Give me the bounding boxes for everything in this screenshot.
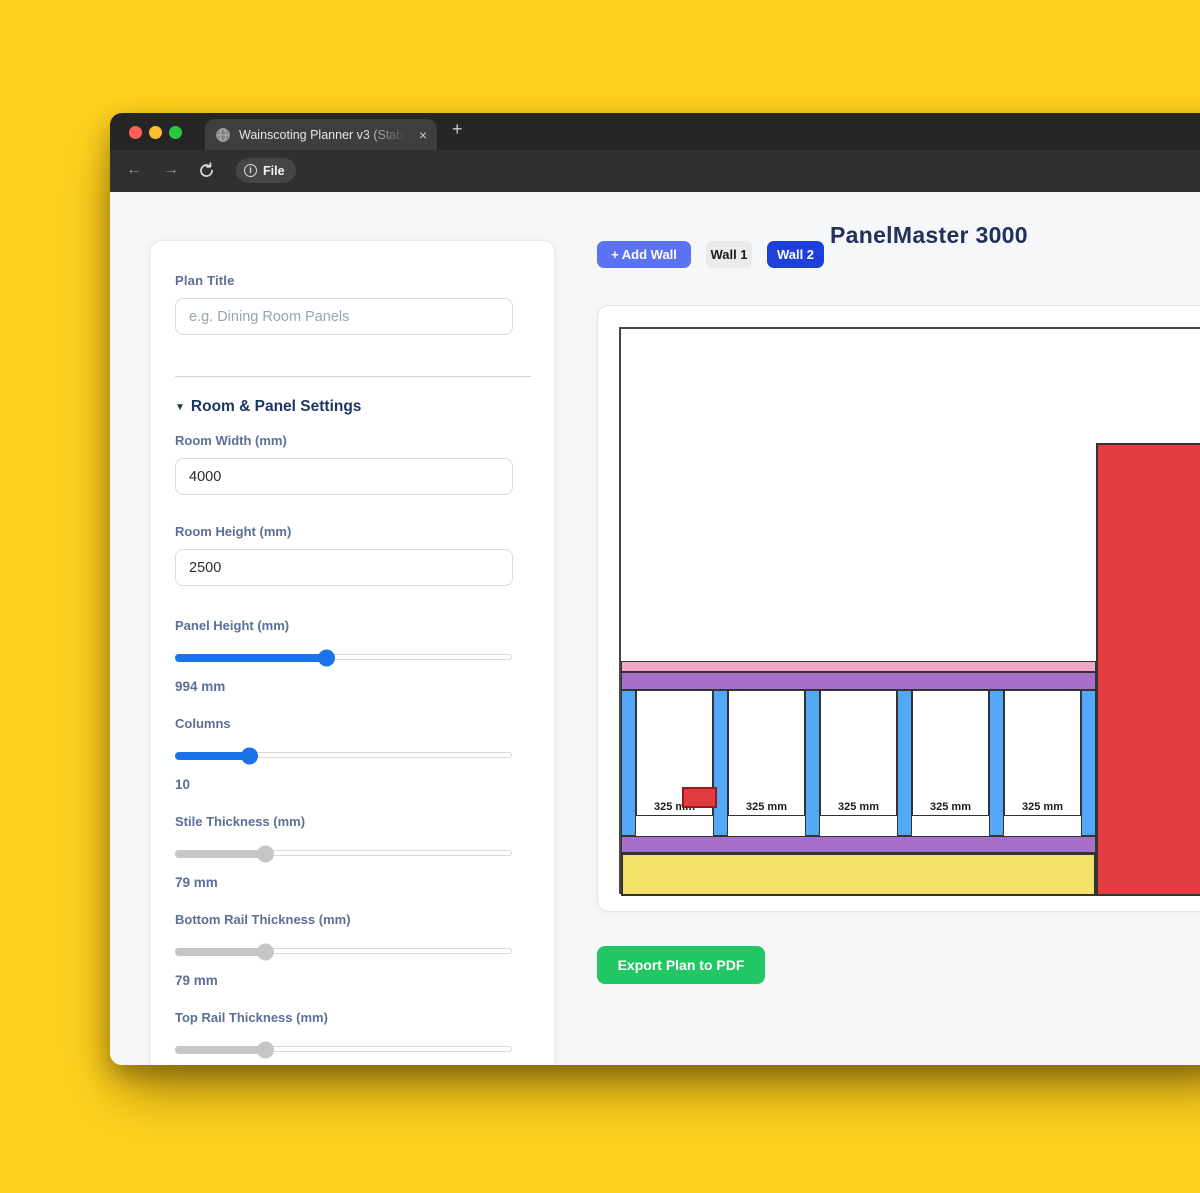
- info-icon[interactable]: i: [244, 164, 257, 177]
- wainscot-panel: 325 mm: [636, 690, 717, 816]
- bottom-rail-thickness-slider[interactable]: [175, 943, 512, 961]
- sidebar-divider: [175, 376, 531, 377]
- slider-thumb[interactable]: [257, 1041, 275, 1059]
- stile: [1081, 690, 1096, 836]
- room-width-label: Room Width (mm): [175, 433, 287, 448]
- settings-sidebar: Plan Title ▼ Room & Panel Settings Room …: [150, 240, 555, 1065]
- panel-width-label: 325 mm: [838, 801, 879, 813]
- wall-1-tab[interactable]: Wall 1: [706, 241, 752, 268]
- wall-buttons-row: + Add Wall Wall 1 Wall 2: [597, 241, 824, 268]
- close-window-button[interactable]: [129, 126, 142, 139]
- stile: [713, 690, 728, 836]
- room-width-input[interactable]: [175, 458, 513, 495]
- stile: [897, 690, 912, 836]
- stile-thickness-value: 79 mm: [175, 875, 218, 890]
- browser-window: Wainscoting Planner v3 (Stab × + ← → i F…: [110, 113, 1200, 1065]
- minimize-window-button[interactable]: [149, 126, 162, 139]
- globe-favicon-icon: [216, 127, 230, 142]
- address-bar[interactable]: i File: [236, 158, 296, 183]
- tab-strip: Wainscoting Planner v3 (Stab × +: [110, 113, 1200, 150]
- room-panel-settings-section[interactable]: ▼ Room & Panel Settings: [175, 398, 530, 416]
- add-wall-button[interactable]: + Add Wall: [597, 241, 691, 268]
- stile: [621, 690, 636, 836]
- panel-width-label: 325 mm: [930, 801, 971, 813]
- top-rail-thickness-slider[interactable]: [175, 1041, 512, 1059]
- columns-label: Columns: [175, 716, 231, 731]
- bottom-rail-thickness-value: 79 mm: [175, 973, 218, 988]
- forward-icon[interactable]: →: [163, 161, 179, 178]
- wall-diagram: 325 mm 325 mm 325 mm 325 mm 325 mm: [619, 327, 1200, 896]
- columns-slider[interactable]: [175, 747, 512, 765]
- caret-down-icon: ▼: [175, 401, 185, 413]
- columns-value: 10: [175, 777, 191, 792]
- room-height-label: Room Height (mm): [175, 524, 292, 539]
- door-opening: [1096, 443, 1200, 896]
- slider-thumb[interactable]: [317, 649, 335, 667]
- plan-title-label: Plan Title: [175, 273, 235, 288]
- stile-thickness-label: Stile Thickness (mm): [175, 814, 306, 829]
- top-rail-band: [621, 672, 1096, 690]
- slider-thumb[interactable]: [240, 747, 258, 765]
- panel-height-slider[interactable]: [175, 649, 512, 667]
- wainscot-panel: 325 mm: [1004, 690, 1081, 816]
- wainscot-panel: 325 mm: [820, 690, 897, 816]
- maximize-window-button[interactable]: [169, 126, 182, 139]
- room-height-input[interactable]: [175, 549, 513, 586]
- export-pdf-button[interactable]: Export Plan to PDF: [597, 946, 765, 984]
- stile-thickness-slider[interactable]: [175, 845, 512, 863]
- panel-width-label: 325 mm: [746, 801, 787, 813]
- tab-title: Wainscoting Planner v3 (Stab: [239, 127, 404, 142]
- wainscot-panel: 325 mm: [728, 690, 805, 816]
- top-rail-thickness-label: Top Rail Thickness (mm): [175, 1010, 328, 1025]
- slider-thumb[interactable]: [257, 845, 275, 863]
- browser-tab[interactable]: Wainscoting Planner v3 (Stab ×: [205, 119, 437, 150]
- browser-toolbar: ← → i File: [110, 150, 1200, 192]
- new-tab-button[interactable]: +: [452, 119, 463, 139]
- reload-icon[interactable]: [198, 162, 215, 179]
- obstruction-marker: [682, 787, 717, 808]
- page-title: PanelMaster 3000: [830, 222, 1028, 248]
- picture-rail-band: [621, 661, 1096, 672]
- wainscot-panel: 325 mm: [912, 690, 989, 816]
- skirting-band: [621, 853, 1096, 896]
- panel-height-value: 994 mm: [175, 679, 226, 694]
- stile: [989, 690, 1004, 836]
- panel-width-label: 325 mm: [1022, 801, 1063, 813]
- back-icon[interactable]: ←: [126, 161, 142, 178]
- page-content: Plan Title ▼ Room & Panel Settings Room …: [110, 192, 1200, 1065]
- wall-canvas-card: 325 mm 325 mm 325 mm 325 mm 325 mm: [597, 305, 1200, 912]
- section-title: Room & Panel Settings: [190, 398, 362, 415]
- tab-close-icon[interactable]: ×: [418, 126, 427, 143]
- panel-height-label: Panel Height (mm): [175, 618, 290, 633]
- slider-thumb[interactable]: [257, 943, 275, 961]
- plan-title-input[interactable]: [175, 298, 513, 335]
- bottom-rail-thickness-label: Bottom Rail Thickness (mm): [175, 912, 351, 927]
- wall-2-tab[interactable]: Wall 2: [767, 241, 824, 268]
- address-label: File: [263, 163, 285, 178]
- stile: [805, 690, 820, 836]
- bottom-rail-band: [621, 836, 1096, 853]
